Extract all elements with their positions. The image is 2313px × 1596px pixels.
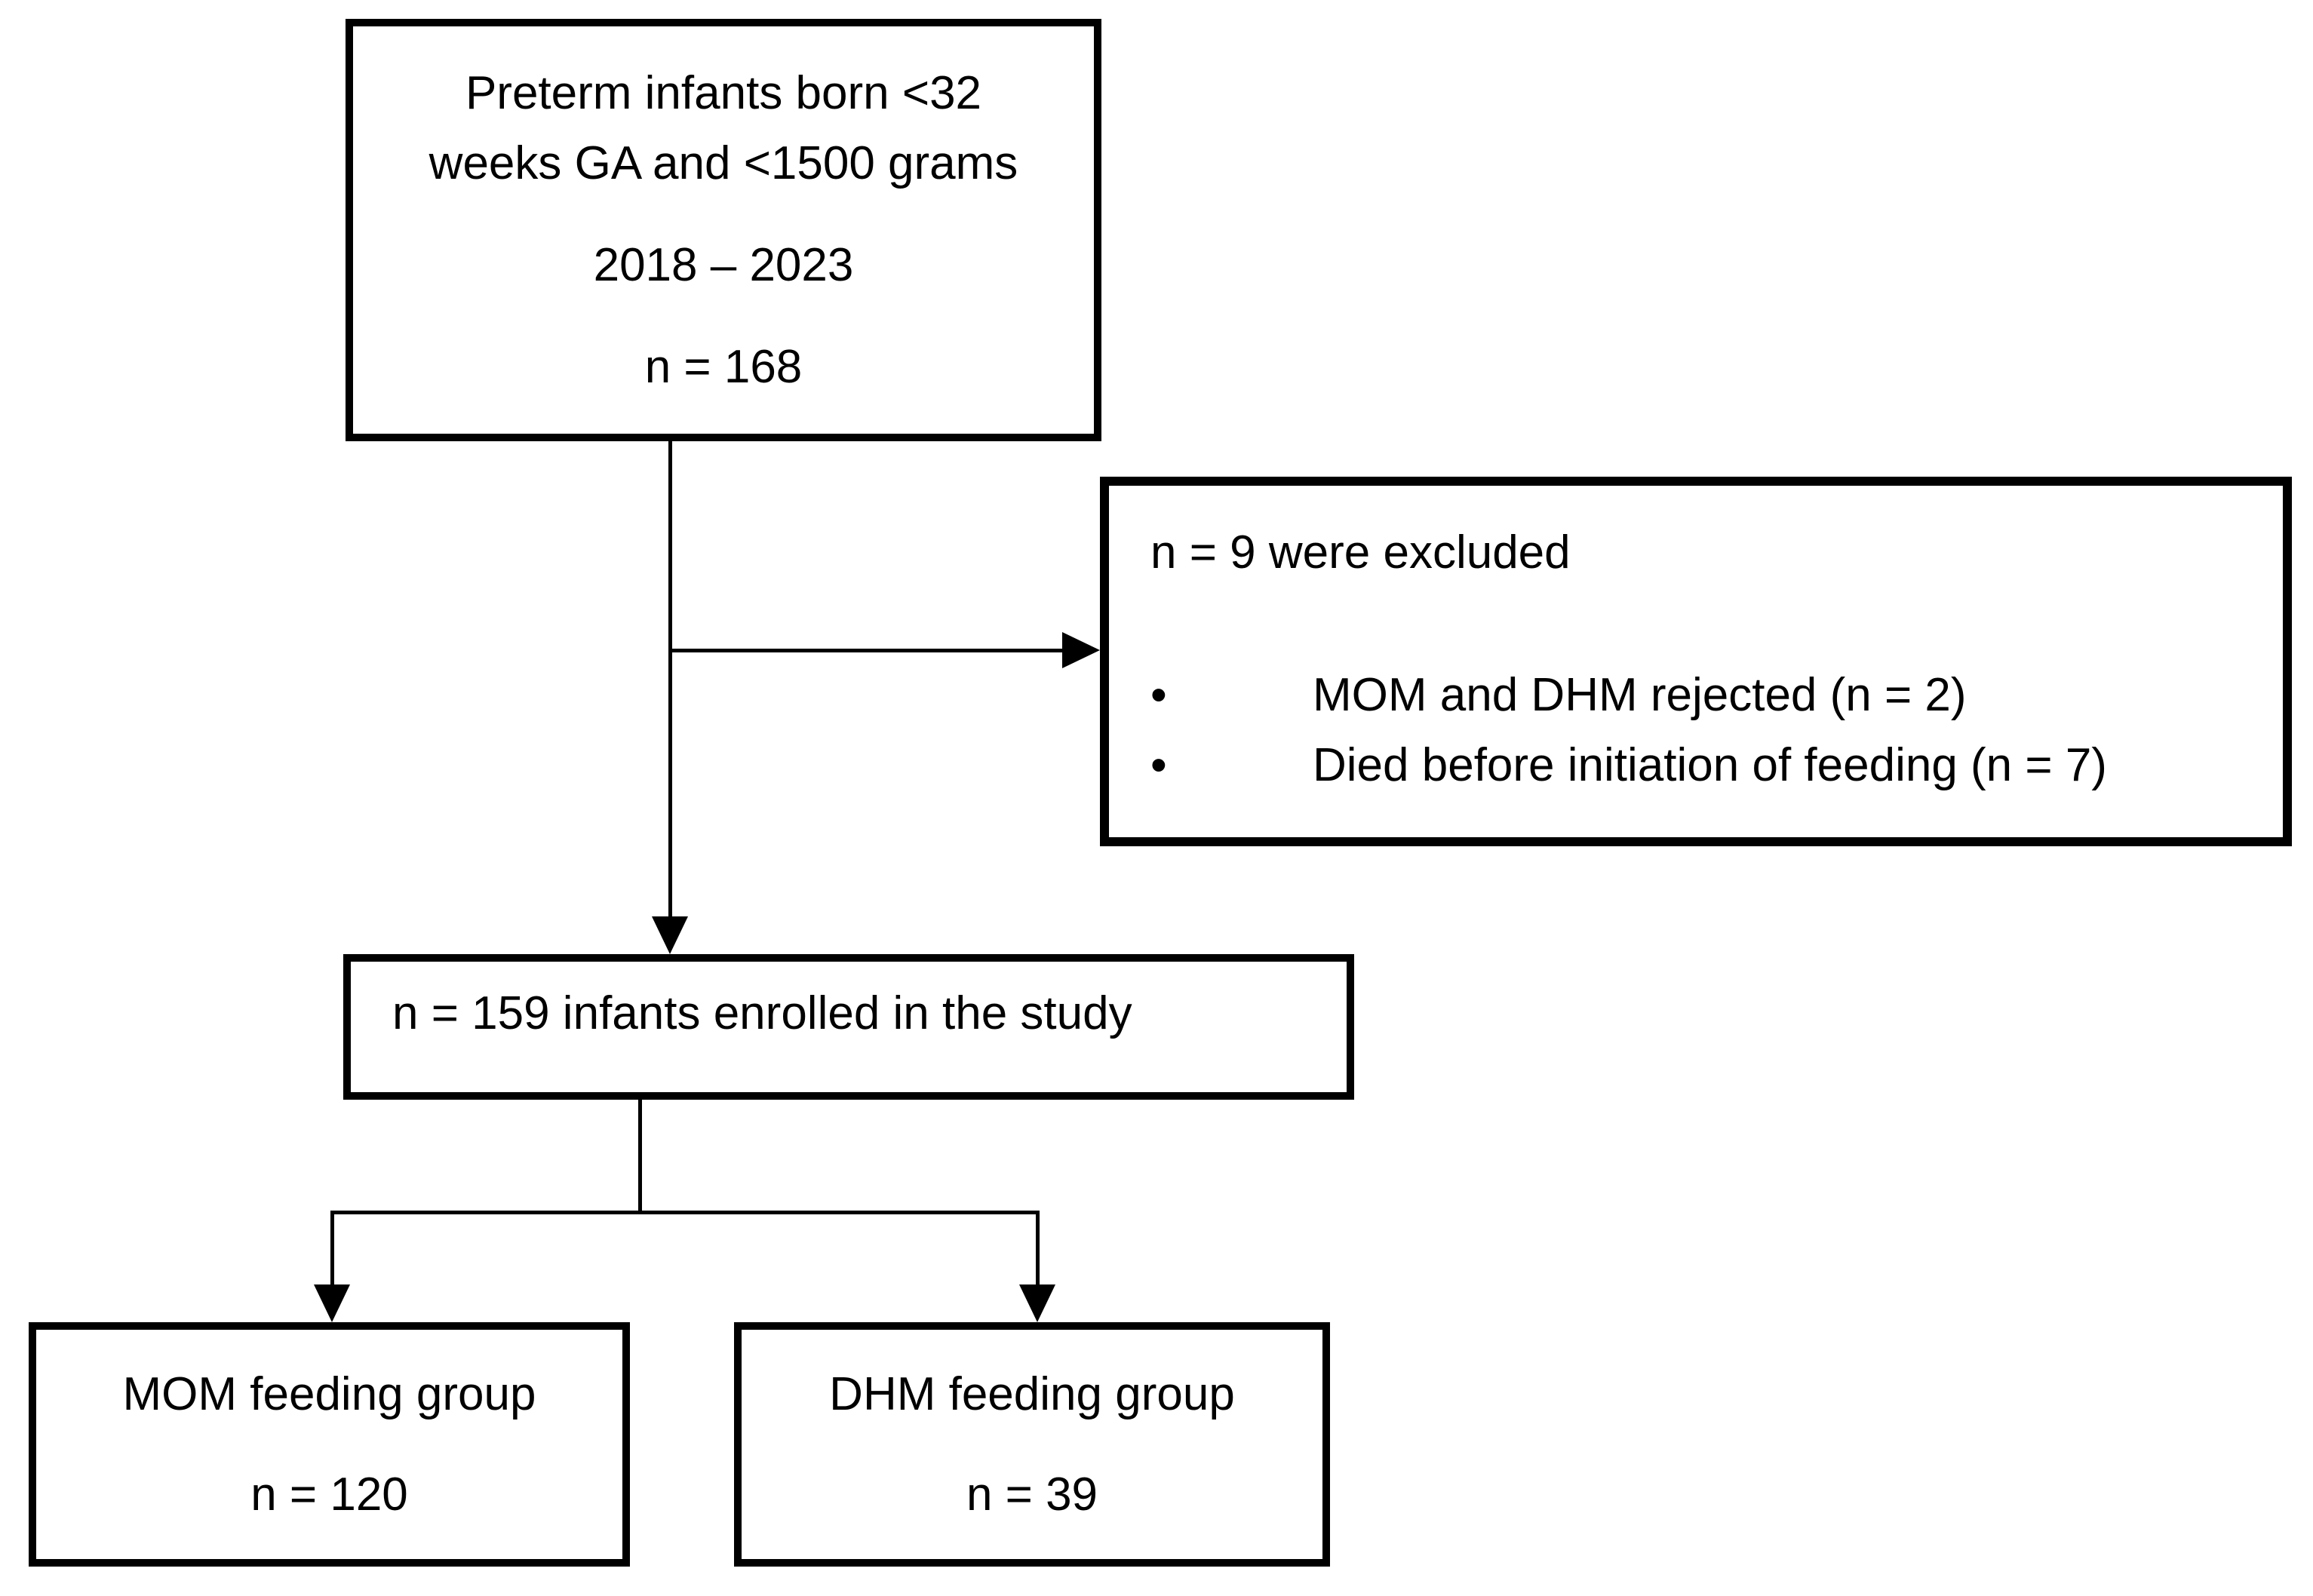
dhm-group-title: DHM feeding group <box>829 1368 1235 1421</box>
connector-split-horizontal <box>330 1211 1040 1214</box>
down-arrowhead-icon <box>1019 1284 1055 1322</box>
exclusion-item: • Died before initiation of feeding (n =… <box>1150 730 2283 800</box>
exclusion-item-text: MOM and DHM rejected (n = 2) <box>1313 669 1967 721</box>
eligibility-title-line1: Preterm infants born <32 <box>465 67 982 119</box>
eligibility-box: Preterm infants born <32 weeks GA and <1… <box>346 19 1101 441</box>
right-arrowhead-icon <box>1062 632 1100 668</box>
enrolled-text: n = 159 infants enrolled in the study <box>392 987 1132 1039</box>
exclusion-box: n = 9 were excluded • MOM and DHM reject… <box>1100 477 2292 846</box>
exclusion-item-text: Died before initiation of feeding (n = 7… <box>1313 739 2107 791</box>
exclusion-item: • MOM and DHM rejected (n = 2) <box>1150 660 2283 730</box>
enrolled-box: n = 159 infants enrolled in the study <box>343 954 1354 1100</box>
down-arrowhead-icon <box>314 1284 350 1322</box>
connector-enrolled-stub <box>638 1100 642 1213</box>
down-arrowhead-icon <box>652 916 688 954</box>
dhm-group-box: DHM feeding group n = 39 <box>734 1322 1330 1567</box>
connector-to-dhm <box>1036 1211 1040 1286</box>
connector-to-exclusion <box>670 649 1062 652</box>
mom-group-title: MOM feeding group <box>122 1368 536 1421</box>
eligibility-title-line2: weeks GA and <1500 grams <box>429 137 1018 189</box>
mom-group-box: MOM feeding group n = 120 <box>29 1322 630 1567</box>
dhm-group-count: n = 39 <box>966 1468 1098 1521</box>
eligibility-title: Preterm infants born <32 weeks GA and <1… <box>429 58 1018 198</box>
bullet-icon: • <box>1150 739 1167 791</box>
eligibility-count: n = 168 <box>644 341 803 393</box>
connector-to-mom <box>330 1211 334 1286</box>
exclusion-list: • MOM and DHM rejected (n = 2) • Died be… <box>1150 660 2283 800</box>
connector-top-to-enrolled <box>668 441 672 916</box>
exclusion-header: n = 9 were excluded <box>1150 526 1571 579</box>
eligibility-period: 2018 – 2023 <box>593 239 854 291</box>
mom-group-count: n = 120 <box>250 1468 408 1521</box>
bullet-icon: • <box>1150 669 1167 721</box>
